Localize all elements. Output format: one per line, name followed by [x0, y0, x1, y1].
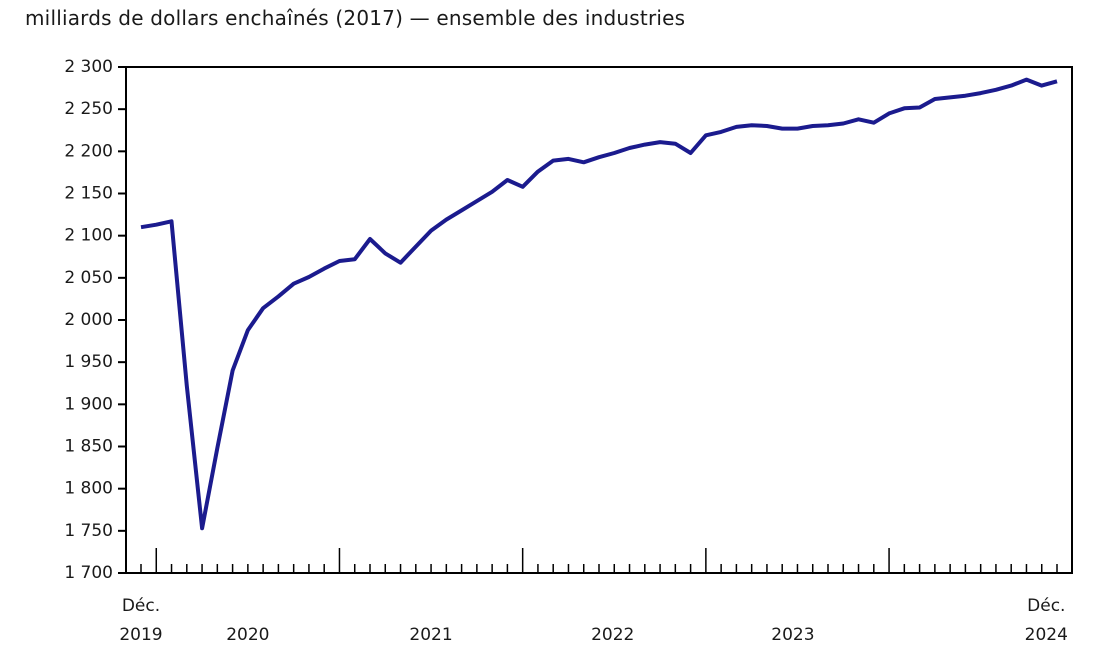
y-axis-label: 2 100 [64, 226, 113, 246]
x-axis-label-year: 2019 [119, 625, 162, 645]
chart-title: milliards de dollars enchaînés (2017) — … [25, 6, 686, 30]
y-axis-label: 1 800 [64, 479, 113, 499]
y-axis-label: 2 150 [64, 184, 113, 204]
y-axis-label: 2 050 [64, 268, 113, 288]
x-axis-label-year: 2023 [771, 625, 814, 645]
y-axis-label: 1 950 [64, 352, 113, 372]
y-axis-label: 2 000 [64, 310, 113, 330]
x-axis-label-year: 2021 [409, 625, 452, 645]
y-axis-label: 1 900 [64, 394, 113, 414]
plot-border [125, 66, 1073, 574]
y-axis-label: 2 200 [64, 141, 113, 161]
y-axis-label: 1 850 [64, 437, 113, 457]
x-axis-label-year: 2020 [226, 625, 269, 645]
y-axis-label: 2 300 [64, 57, 113, 77]
y-axis-label: 1 700 [64, 563, 113, 583]
y-axis-label: 2 250 [64, 99, 113, 119]
x-axis-label-year: 2022 [591, 625, 634, 645]
x-axis-label-month: Déc. [1027, 596, 1065, 616]
x-axis-label-month: Déc. [122, 596, 160, 616]
y-axis-label: 1 750 [64, 521, 113, 541]
gdp-series-line [140, 77, 1058, 531]
x-axis-label-year: 2024 [1025, 625, 1068, 645]
